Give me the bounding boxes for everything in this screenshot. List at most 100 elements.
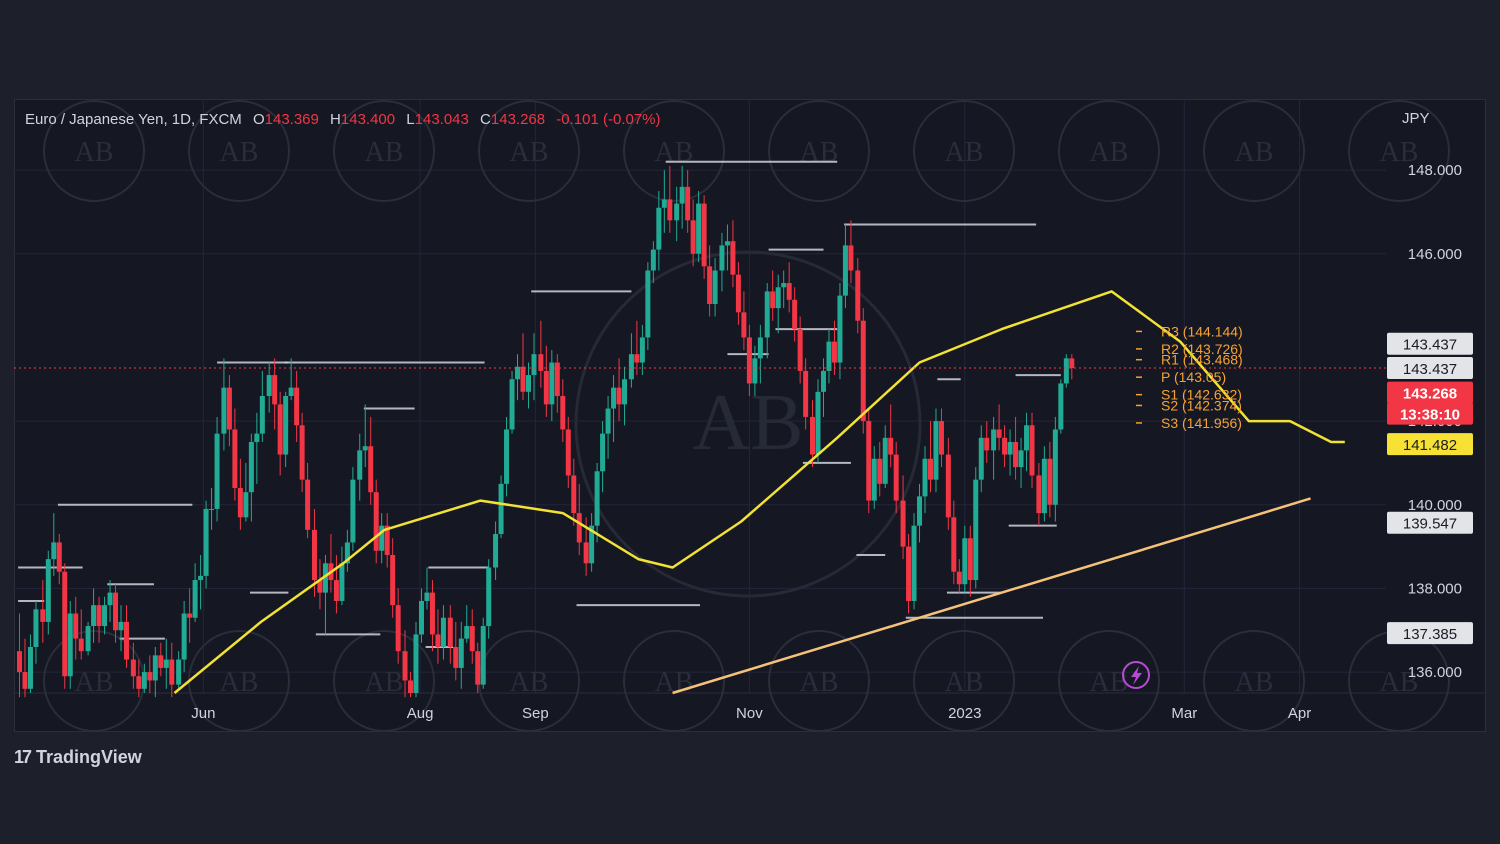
y-tick-label: 136.000 bbox=[1408, 664, 1462, 681]
watermark-text: AB bbox=[800, 137, 839, 168]
chart-panel[interactable] bbox=[14, 99, 1486, 732]
candlestick-chart[interactable]: AB AB AB AB AB AB AB AB AB AB AB AB AB AB AB AB AB AB AB AB… bbox=[14, 99, 1486, 732]
candle-bearish bbox=[147, 672, 153, 681]
candle-bullish bbox=[661, 199, 667, 208]
candle-bearish bbox=[701, 203, 707, 267]
candle-bearish bbox=[469, 626, 475, 652]
candle-bullish bbox=[509, 379, 515, 430]
candle-bullish bbox=[203, 508, 209, 576]
low-label: L bbox=[406, 111, 415, 128]
price-badge-text: 139.547 bbox=[1403, 516, 1457, 533]
price-badge-text: 137.385 bbox=[1403, 626, 1457, 643]
watermark-text: AB bbox=[365, 137, 404, 168]
candle-bullish bbox=[871, 458, 877, 501]
x-tick-label: Mar bbox=[1171, 705, 1197, 722]
pivot-label: S3 (141.956) bbox=[1161, 415, 1242, 431]
candle-bearish bbox=[831, 341, 837, 363]
candle-bullish bbox=[842, 245, 848, 296]
candle-bearish bbox=[848, 245, 854, 271]
candle-bullish bbox=[266, 375, 272, 396]
close-value: 143.268 bbox=[490, 111, 546, 128]
candle-bearish bbox=[730, 241, 736, 275]
y-tick-label: 146.000 bbox=[1408, 246, 1462, 263]
watermark-seal-icon bbox=[1203, 630, 1305, 732]
candle-bullish bbox=[991, 429, 997, 451]
candle-bearish bbox=[136, 676, 142, 689]
candle-bearish bbox=[906, 546, 912, 601]
tradingview-logo[interactable]: 17 TradingView bbox=[14, 747, 142, 768]
trendline bbox=[672, 497, 1311, 695]
candle-bearish bbox=[96, 605, 102, 627]
candle-bearish bbox=[16, 651, 22, 673]
watermark-text: AB bbox=[75, 667, 114, 698]
watermark-text: AB bbox=[220, 137, 259, 168]
price-badge bbox=[1387, 511, 1473, 534]
pivot-levels: R3 (144.144) R2 (143.726)R1 (143.468)P (1… bbox=[1136, 323, 1243, 431]
x-tick-label: Nov bbox=[736, 705, 763, 722]
candle-bearish bbox=[62, 571, 68, 677]
candle-bullish bbox=[1018, 450, 1024, 468]
candle-bullish bbox=[493, 534, 499, 568]
candle-bearish bbox=[1002, 437, 1008, 455]
candle-bullish bbox=[775, 287, 781, 309]
price-badge-text: 13:38:10 bbox=[1400, 407, 1460, 424]
candle-bearish bbox=[187, 613, 193, 618]
candle-bearish bbox=[746, 337, 752, 384]
watermark-seal-icon bbox=[333, 630, 435, 732]
candle-bullish bbox=[781, 283, 787, 288]
candle-bearish bbox=[317, 580, 323, 593]
candle-bullish bbox=[531, 354, 537, 376]
candle-bullish bbox=[458, 638, 464, 668]
symbol-legend: Euro / Japanese Yen, 1D, FXCM O143.369 H… bbox=[25, 111, 661, 128]
candle-bearish bbox=[277, 404, 283, 455]
watermark-text: AB bbox=[365, 667, 404, 698]
candle-bearish bbox=[888, 437, 894, 455]
x-tick-label: Apr bbox=[1288, 705, 1311, 722]
candle-bearish bbox=[927, 458, 933, 480]
currency-label[interactable]: JPY bbox=[1402, 110, 1430, 127]
pivot-label: S1 (142.632) bbox=[1161, 387, 1242, 403]
candle-bearish bbox=[616, 387, 622, 405]
candle-bullish bbox=[91, 605, 97, 627]
high-label: H bbox=[330, 111, 341, 128]
price-badge-text: 143.437 bbox=[1403, 361, 1457, 378]
candle-bullish bbox=[611, 387, 617, 409]
candle-bullish bbox=[85, 626, 91, 652]
symbol-name[interactable]: Euro / Japanese Yen, 1D, FXCM bbox=[25, 111, 242, 128]
candle-bullish bbox=[209, 508, 215, 510]
candle-bearish bbox=[169, 659, 175, 685]
candles bbox=[16, 165, 1075, 698]
candle-bearish bbox=[226, 387, 232, 430]
close-label: C bbox=[480, 111, 491, 128]
candle-bullish bbox=[198, 575, 204, 581]
candle-bearish bbox=[786, 283, 792, 300]
candle-bearish bbox=[634, 354, 640, 363]
candle-bullish bbox=[357, 450, 363, 480]
candle-bullish bbox=[622, 379, 628, 405]
candle-bearish bbox=[877, 458, 883, 484]
candle-bullish bbox=[418, 600, 424, 635]
candle-bullish bbox=[283, 396, 289, 455]
candle-bullish bbox=[486, 567, 492, 627]
candle-bearish bbox=[583, 542, 589, 564]
candle-bullish bbox=[837, 295, 843, 363]
price-badge bbox=[1387, 433, 1473, 456]
watermark-text: AB bbox=[1090, 137, 1129, 168]
candle-bearish bbox=[113, 592, 119, 631]
watermark-seal-icon bbox=[623, 100, 725, 202]
candle-bearish bbox=[453, 646, 459, 668]
candle-bullish bbox=[1041, 458, 1047, 514]
candle-bullish bbox=[322, 563, 328, 593]
watermark-seal-icon bbox=[333, 100, 435, 202]
high-value: 143.400 bbox=[340, 111, 396, 128]
candle-bullish bbox=[480, 626, 486, 685]
candle-bearish bbox=[866, 421, 872, 501]
candle-bearish bbox=[22, 672, 28, 689]
watermark-text: AB bbox=[510, 137, 549, 168]
pivot-label: R1 (143.468) bbox=[1161, 352, 1243, 368]
candle-bullish bbox=[181, 613, 187, 660]
x-tick-label: Aug bbox=[407, 705, 434, 722]
candle-bearish bbox=[797, 329, 803, 371]
candle-bearish bbox=[130, 659, 136, 677]
candle-bullish bbox=[515, 366, 521, 380]
